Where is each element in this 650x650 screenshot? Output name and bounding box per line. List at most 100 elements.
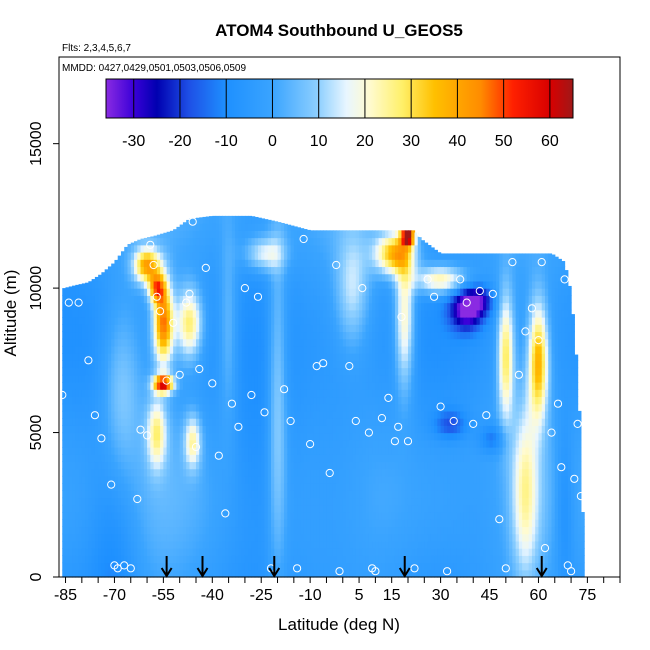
heatmap-cell-3812 <box>323 447 328 455</box>
heatmap-cell-650 <box>111 374 116 383</box>
heatmap-cell-3486 <box>300 353 305 361</box>
heatmap-cell-2078 <box>209 447 213 455</box>
heatmap-cell-4330 <box>359 519 363 528</box>
heatmap-cell-2096 <box>209 317 213 325</box>
heatmap-cell-2020 <box>205 504 210 513</box>
heatmap-cell-3836 <box>323 273 328 282</box>
heatmap-cell-317 <box>85 345 89 354</box>
heatmap-cell-3902 <box>329 490 334 499</box>
heatmap-cell-3727 <box>316 367 321 376</box>
heatmap-cell-1555 <box>173 273 178 282</box>
heatmap-cell-2755 <box>251 252 256 260</box>
heatmap-cell-871 <box>127 403 132 412</box>
heatmap-cell-735 <box>117 396 122 405</box>
heatmap-cell-2732 <box>251 418 256 426</box>
heatmap-cell-2249 <box>218 295 223 304</box>
heatmap-cell-3185 <box>280 396 285 405</box>
heatmap-cell-4268 <box>352 273 357 282</box>
heatmap-cell-4650 <box>378 288 383 296</box>
heatmap-cell-1577 <box>176 468 181 477</box>
heatmap-cell-4496 <box>368 360 373 369</box>
heatmap-cell-3853 <box>326 497 331 506</box>
heatmap-cell-4654 <box>378 259 383 268</box>
heatmap-cell-161 <box>72 288 76 296</box>
heatmap-cell-4247 <box>352 425 357 434</box>
heatmap-cell-2976 <box>267 461 272 470</box>
heatmap-cell-45 <box>65 533 70 542</box>
heatmap-cell-759 <box>120 548 125 556</box>
heatmap-cell-3866 <box>326 403 331 412</box>
heatmap-cell-2534 <box>238 403 243 412</box>
heatmap-cell-4735 <box>385 367 390 376</box>
heatmap-cell-1379 <box>163 504 168 513</box>
heatmap-cell-1937 <box>199 382 204 390</box>
heatmap-cell-3022 <box>271 490 275 499</box>
heatmap-cell-4711 <box>385 540 390 549</box>
heatmap-cell-607 <box>107 374 112 383</box>
heatmap-cell-3215 <box>284 540 288 549</box>
heatmap-cell-322 <box>85 309 89 318</box>
heatmap-cell-3535 <box>303 353 308 361</box>
heatmap-cell-4946 <box>398 230 403 239</box>
heatmap-cell-4895 <box>394 252 399 260</box>
heatmap-cell-3740 <box>316 273 321 282</box>
heatmap-cell-3857 <box>326 468 331 477</box>
heatmap-cell-2003 <box>202 266 207 275</box>
heatmap-cell-883 <box>127 317 132 325</box>
heatmap-cell-4188 <box>349 504 354 513</box>
heatmap-cell-4207 <box>349 367 354 376</box>
heatmap-cell-2638 <box>244 374 249 383</box>
heatmap-cell-3616 <box>310 475 315 484</box>
heatmap-cell-4974 <box>401 374 406 383</box>
heatmap-cell-945 <box>134 548 138 556</box>
heatmap-cell-3258 <box>284 230 288 239</box>
heatmap-cell-1890 <box>195 360 200 369</box>
heatmap-cell-76 <box>65 309 70 318</box>
heatmap-cell-4733 <box>385 382 390 390</box>
heatmap-cell-4718 <box>385 490 390 499</box>
heatmap-cell-1405 <box>163 317 168 325</box>
heatmap-cell-4869 <box>394 439 399 448</box>
heatmap-cell-1679 <box>182 439 187 448</box>
heatmap-cell-1669 <box>182 512 187 520</box>
heatmap-cell-225 <box>78 418 83 426</box>
heatmap-cell-454 <box>98 555 102 564</box>
heatmap-cell-805 <box>124 548 129 556</box>
heatmap-cell-2064 <box>209 548 213 556</box>
heatmap-cell-1992 <box>202 345 207 354</box>
heatmap-cell-129 <box>72 519 76 528</box>
heatmap-cell-384 <box>91 454 96 463</box>
heatmap-cell-3968 <box>332 360 337 369</box>
heatmap-cell-1639 <box>179 374 184 383</box>
heatmap-cell-1893 <box>195 338 200 347</box>
heatmap-cell-3799 <box>323 540 328 549</box>
heatmap-cell-4210 <box>349 345 354 354</box>
heatmap-cell-1857 <box>192 237 197 246</box>
heatmap-cell-2969 <box>267 512 272 520</box>
heatmap-cell-285 <box>81 283 86 289</box>
heatmap-cell-1139 <box>147 504 151 513</box>
heatmap-cell-1463 <box>166 244 171 253</box>
heatmap-cell-3020 <box>271 504 275 513</box>
heatmap-cell-301 <box>85 461 89 470</box>
heatmap-cell-89 <box>68 512 73 520</box>
heatmap-cell-4852 <box>394 562 399 571</box>
heatmap-cell-349 <box>88 410 93 419</box>
heatmap-cell-2232 <box>218 418 223 426</box>
heatmap-cell-2698 <box>248 302 253 311</box>
heatmap-cell-2351 <box>225 280 230 289</box>
heatmap-cell-778 <box>120 410 125 419</box>
heatmap-cell-446 <box>94 309 99 318</box>
heatmap-cell-4182 <box>349 548 354 556</box>
heatmap-cell-3337 <box>290 367 295 376</box>
heatmap-cell-1895 <box>195 324 200 333</box>
heatmap-cell-3926 <box>329 317 334 325</box>
heatmap-cell-3845 <box>326 555 331 564</box>
heatmap-cell-2458 <box>231 230 236 239</box>
heatmap-cell-609 <box>107 360 112 369</box>
heatmap-cell-524 <box>101 353 106 361</box>
heatmap-cell-271 <box>81 382 86 390</box>
heatmap-cell-3242 <box>284 345 288 354</box>
heatmap-cell-1837 <box>192 382 197 390</box>
heatmap-cell-2779 <box>254 439 259 448</box>
